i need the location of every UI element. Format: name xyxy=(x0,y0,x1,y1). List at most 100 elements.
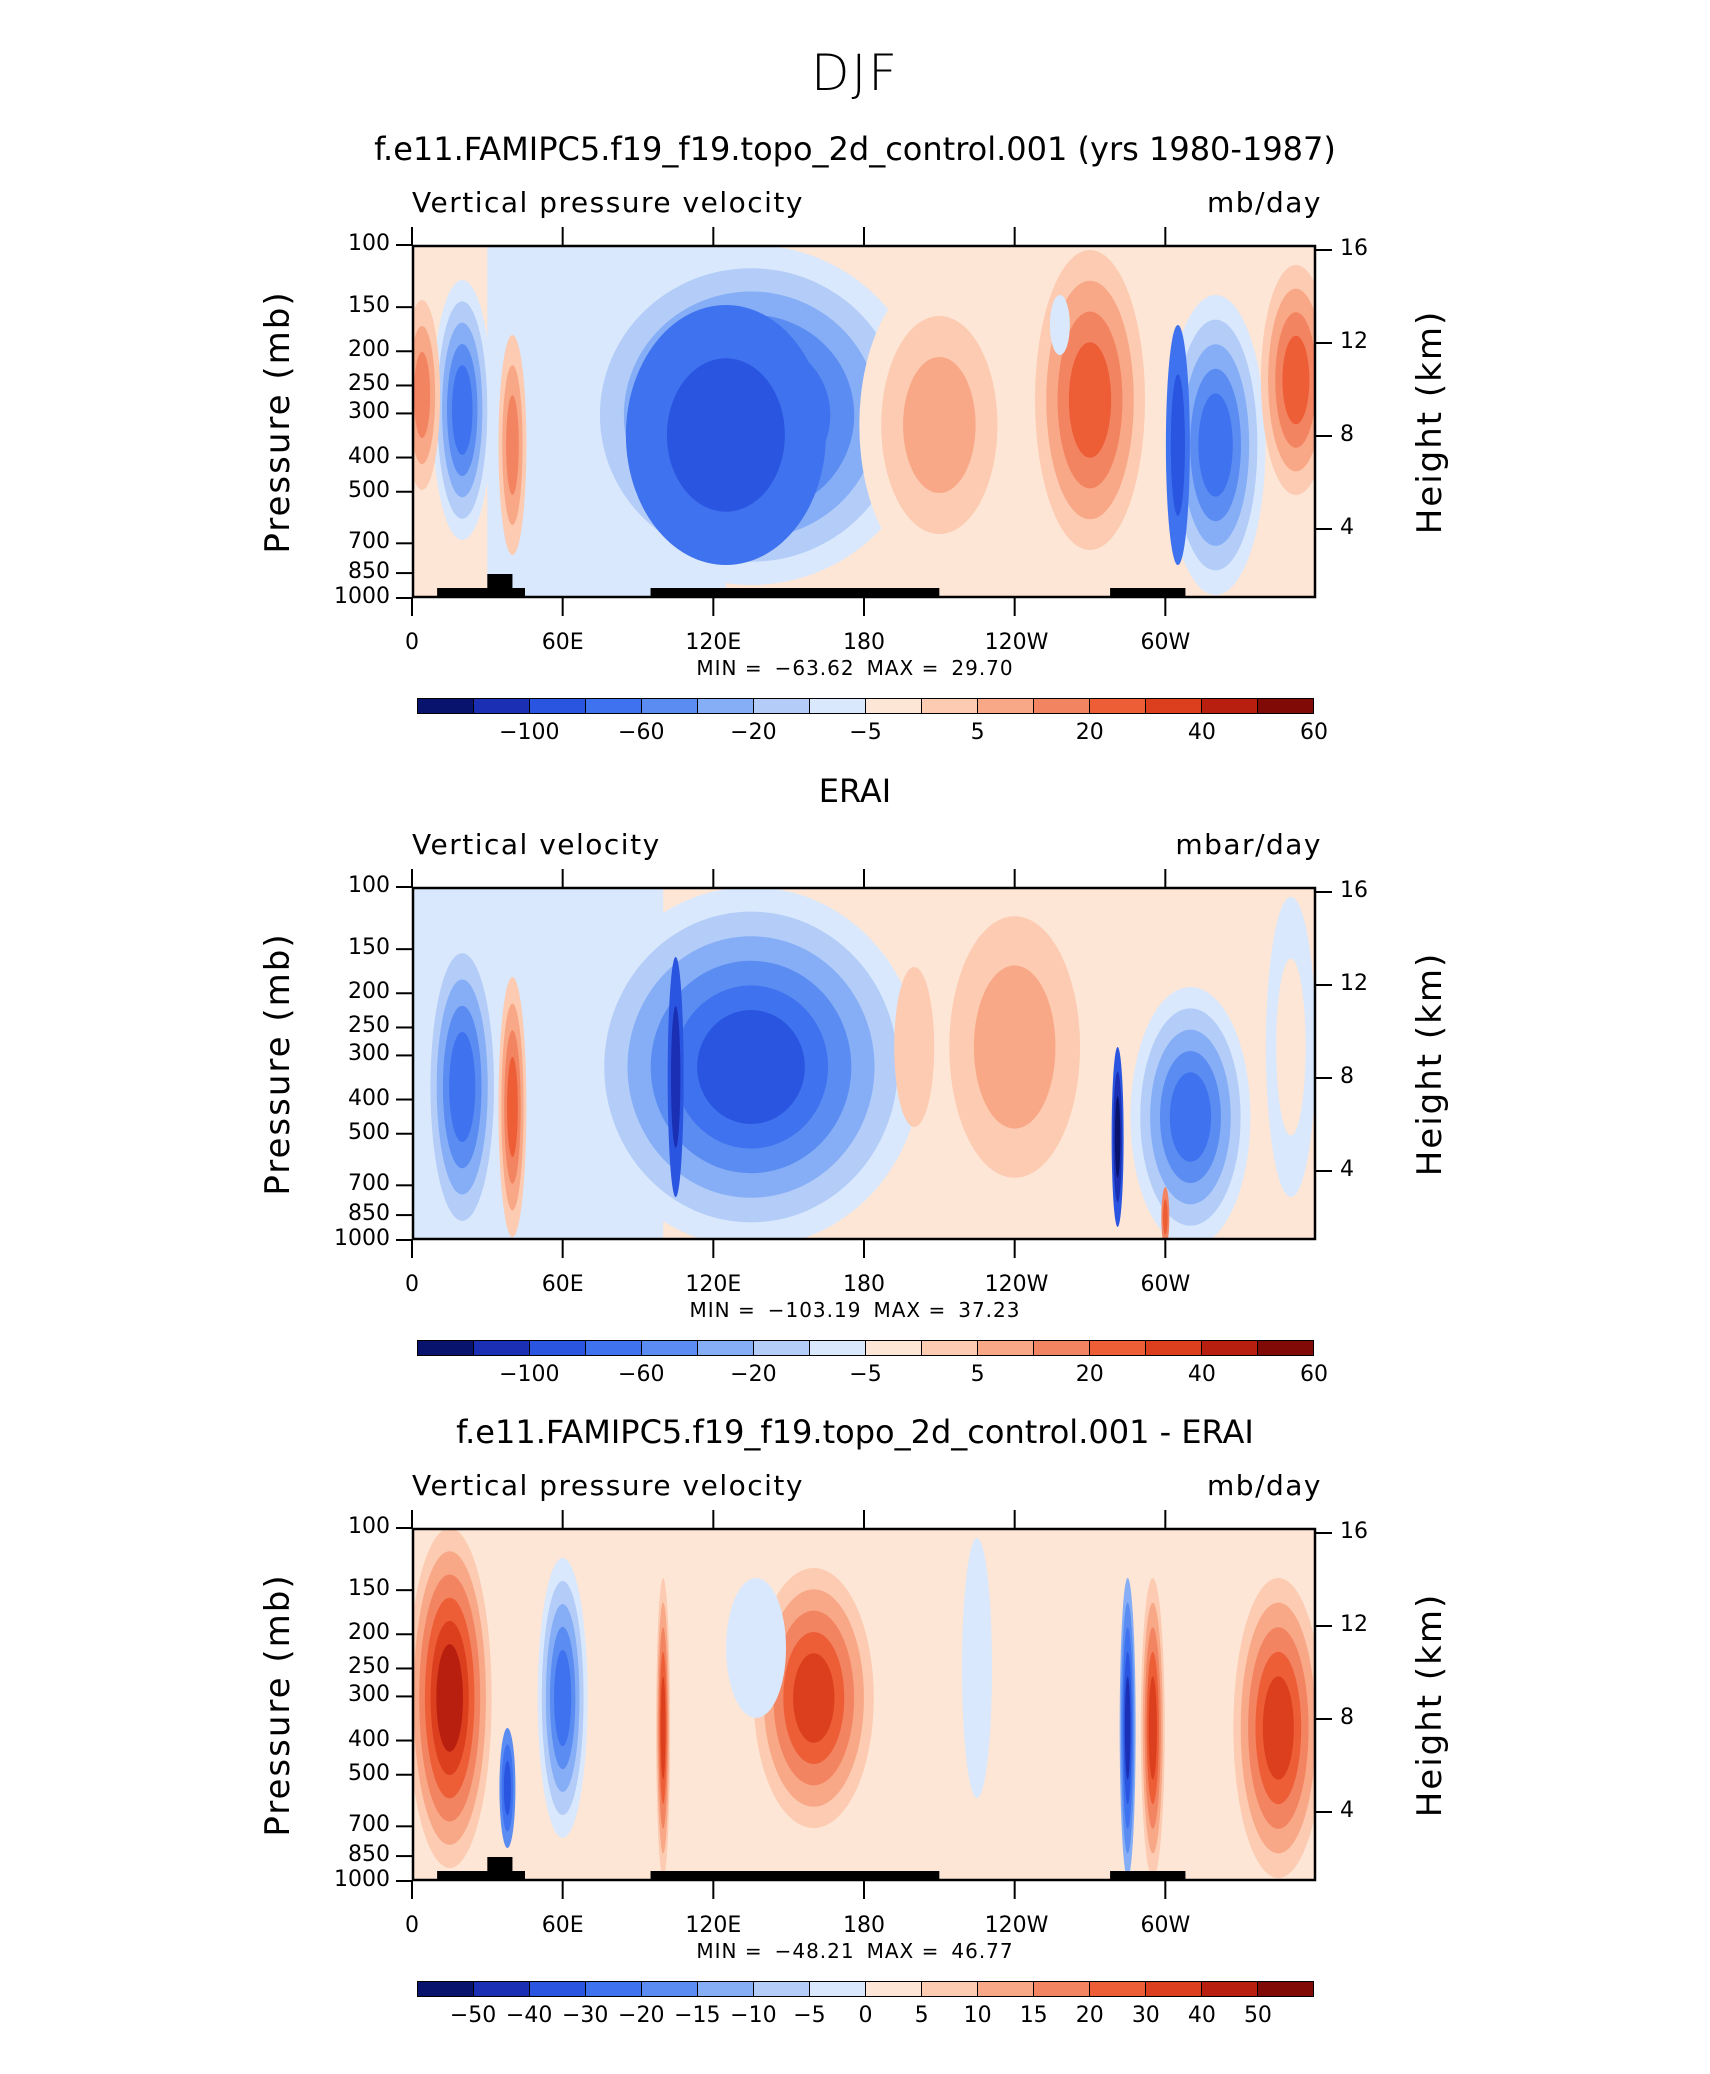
colorbar-box xyxy=(418,1341,474,1355)
x-tick-label: 0 xyxy=(405,1913,419,1938)
plot-area xyxy=(396,1510,1332,1899)
x-tick-label: 120E xyxy=(685,1913,742,1938)
y-right-tick-label: 8 xyxy=(1340,1064,1354,1089)
colorbar-label: 5 xyxy=(914,2003,929,2028)
contour-fill xyxy=(449,1031,476,1143)
y-tick-label: 500 xyxy=(348,477,390,503)
contour-fill xyxy=(697,1010,805,1124)
min-value: −103.19 xyxy=(767,1298,862,1322)
y-tick-label: 400 xyxy=(348,1085,390,1111)
contour-fill xyxy=(726,1578,787,1718)
max-label: MAX = xyxy=(866,1939,940,1963)
colorbar-box xyxy=(586,1982,642,1996)
contour-fill xyxy=(1148,1676,1157,1780)
colorbar-box xyxy=(866,1341,922,1355)
y-tick-label: 250 xyxy=(348,1654,390,1680)
contour-fill xyxy=(903,357,976,493)
min-max-readout: MIN = −48.21 MAX = 46.77 xyxy=(0,1939,1710,1963)
y-right-tick-label: 4 xyxy=(1340,1798,1354,1823)
colorbar-box xyxy=(586,699,642,713)
colorbar-box xyxy=(474,699,530,713)
colorbar-label: −15 xyxy=(674,2003,721,2028)
colorbar-label: 20 xyxy=(1075,1362,1104,1387)
x-tick-label: 120E xyxy=(685,1272,742,1297)
y-right-tick-label: 4 xyxy=(1340,1157,1354,1182)
contour-fill xyxy=(894,967,935,1127)
x-tick-label: 120W xyxy=(984,1272,1049,1297)
topography-mask xyxy=(650,1871,940,1881)
colorbar-label: −20 xyxy=(730,720,777,745)
y-axis-label: Pressure (mb) xyxy=(258,289,298,554)
colorbar-box xyxy=(1034,1341,1090,1355)
y-tick-label: 400 xyxy=(348,443,390,469)
colorbar-label: −5 xyxy=(849,1362,882,1387)
colorbar-box xyxy=(978,1982,1034,1996)
colorbar-box xyxy=(1258,1982,1313,1996)
y-right-tick-label: 8 xyxy=(1340,1705,1354,1730)
colorbar-box xyxy=(922,699,978,713)
plot-border xyxy=(411,886,1317,1241)
colorbar-box xyxy=(698,1982,754,1996)
contour-fill xyxy=(1068,342,1112,458)
y-tick-label: 250 xyxy=(348,1013,390,1039)
max-label: MAX = xyxy=(873,1298,947,1322)
y-axis-label-right: Height (km) xyxy=(1410,309,1450,534)
chart-panel-1: f.e11.FAMIPC5.f19_f19.topo_2d_control.00… xyxy=(0,130,1710,770)
topography-mask xyxy=(1110,588,1186,598)
colorbar-box xyxy=(978,1341,1034,1355)
variable-name: Vertical pressure velocity xyxy=(412,1469,804,1502)
contour-fill xyxy=(1162,1199,1168,1235)
colorbar-label: 20 xyxy=(1075,720,1104,745)
colorbar-label: −100 xyxy=(499,1362,560,1387)
colorbar-box xyxy=(922,1982,978,1996)
contour-fill xyxy=(451,365,473,455)
colorbar-box xyxy=(810,699,866,713)
y-tick-label: 1000 xyxy=(334,1226,390,1251)
y-tick-label: 850 xyxy=(348,1842,390,1868)
contour-fill xyxy=(507,1056,518,1158)
y-right-tick-label: 16 xyxy=(1340,1519,1368,1544)
x-tick-label: 60W xyxy=(1140,1272,1191,1297)
x-tick-label: 120E xyxy=(685,630,742,655)
y-right-tick-label: 8 xyxy=(1340,422,1354,447)
y-axis-label-right: Height (km) xyxy=(1410,1592,1450,1817)
x-tick-label: 60E xyxy=(541,1913,584,1938)
colorbar-label: −100 xyxy=(499,720,560,745)
contour-fill xyxy=(670,1006,681,1148)
colorbar-label: −50 xyxy=(449,2003,497,2028)
contour-fill xyxy=(436,1644,463,1752)
x-tick-label: 60E xyxy=(541,1272,584,1297)
chart-panel-2: ERAI Vertical velocity mbar/day 0 60E 120E 180… xyxy=(0,772,1710,1412)
plot-border xyxy=(411,244,1317,599)
contour-fill xyxy=(1170,374,1185,516)
colorbar xyxy=(417,1981,1314,1997)
panel-title: f.e11.FAMIPC5.f19_f19.topo_2d_control.00… xyxy=(374,130,1336,168)
x-tick-label: 180 xyxy=(843,1913,885,1938)
colorbar-label: 0 xyxy=(858,2003,873,2028)
colorbar-box xyxy=(1146,699,1202,713)
contour-fill xyxy=(660,1676,666,1780)
y-tick-label: 850 xyxy=(348,1201,390,1227)
plot-area xyxy=(396,869,1332,1258)
colorbar-box xyxy=(1202,699,1258,713)
colorbar-box xyxy=(418,1982,474,1996)
topography-mask xyxy=(487,574,513,598)
colorbar-label: 40 xyxy=(1187,1362,1216,1387)
colorbar-box xyxy=(754,699,810,713)
y-tick-label: 100 xyxy=(348,231,390,256)
colorbar-label: 10 xyxy=(963,2003,992,2028)
x-tick-label: 60W xyxy=(1140,1913,1191,1938)
colorbar-box xyxy=(1090,1982,1146,1996)
y-tick-label: 200 xyxy=(348,337,390,363)
colorbar-box xyxy=(418,699,474,713)
y-tick-label: 1000 xyxy=(334,584,390,609)
colorbar-box xyxy=(1034,1982,1090,1996)
y-tick-label: 400 xyxy=(348,1726,390,1752)
y-tick-label: 250 xyxy=(348,371,390,397)
colorbar-box xyxy=(474,1341,530,1355)
topography-mask xyxy=(487,1857,513,1881)
colorbar-box xyxy=(698,1341,754,1355)
y-right-tick-label: 4 xyxy=(1340,515,1354,540)
min-value: −63.62 xyxy=(774,656,855,680)
